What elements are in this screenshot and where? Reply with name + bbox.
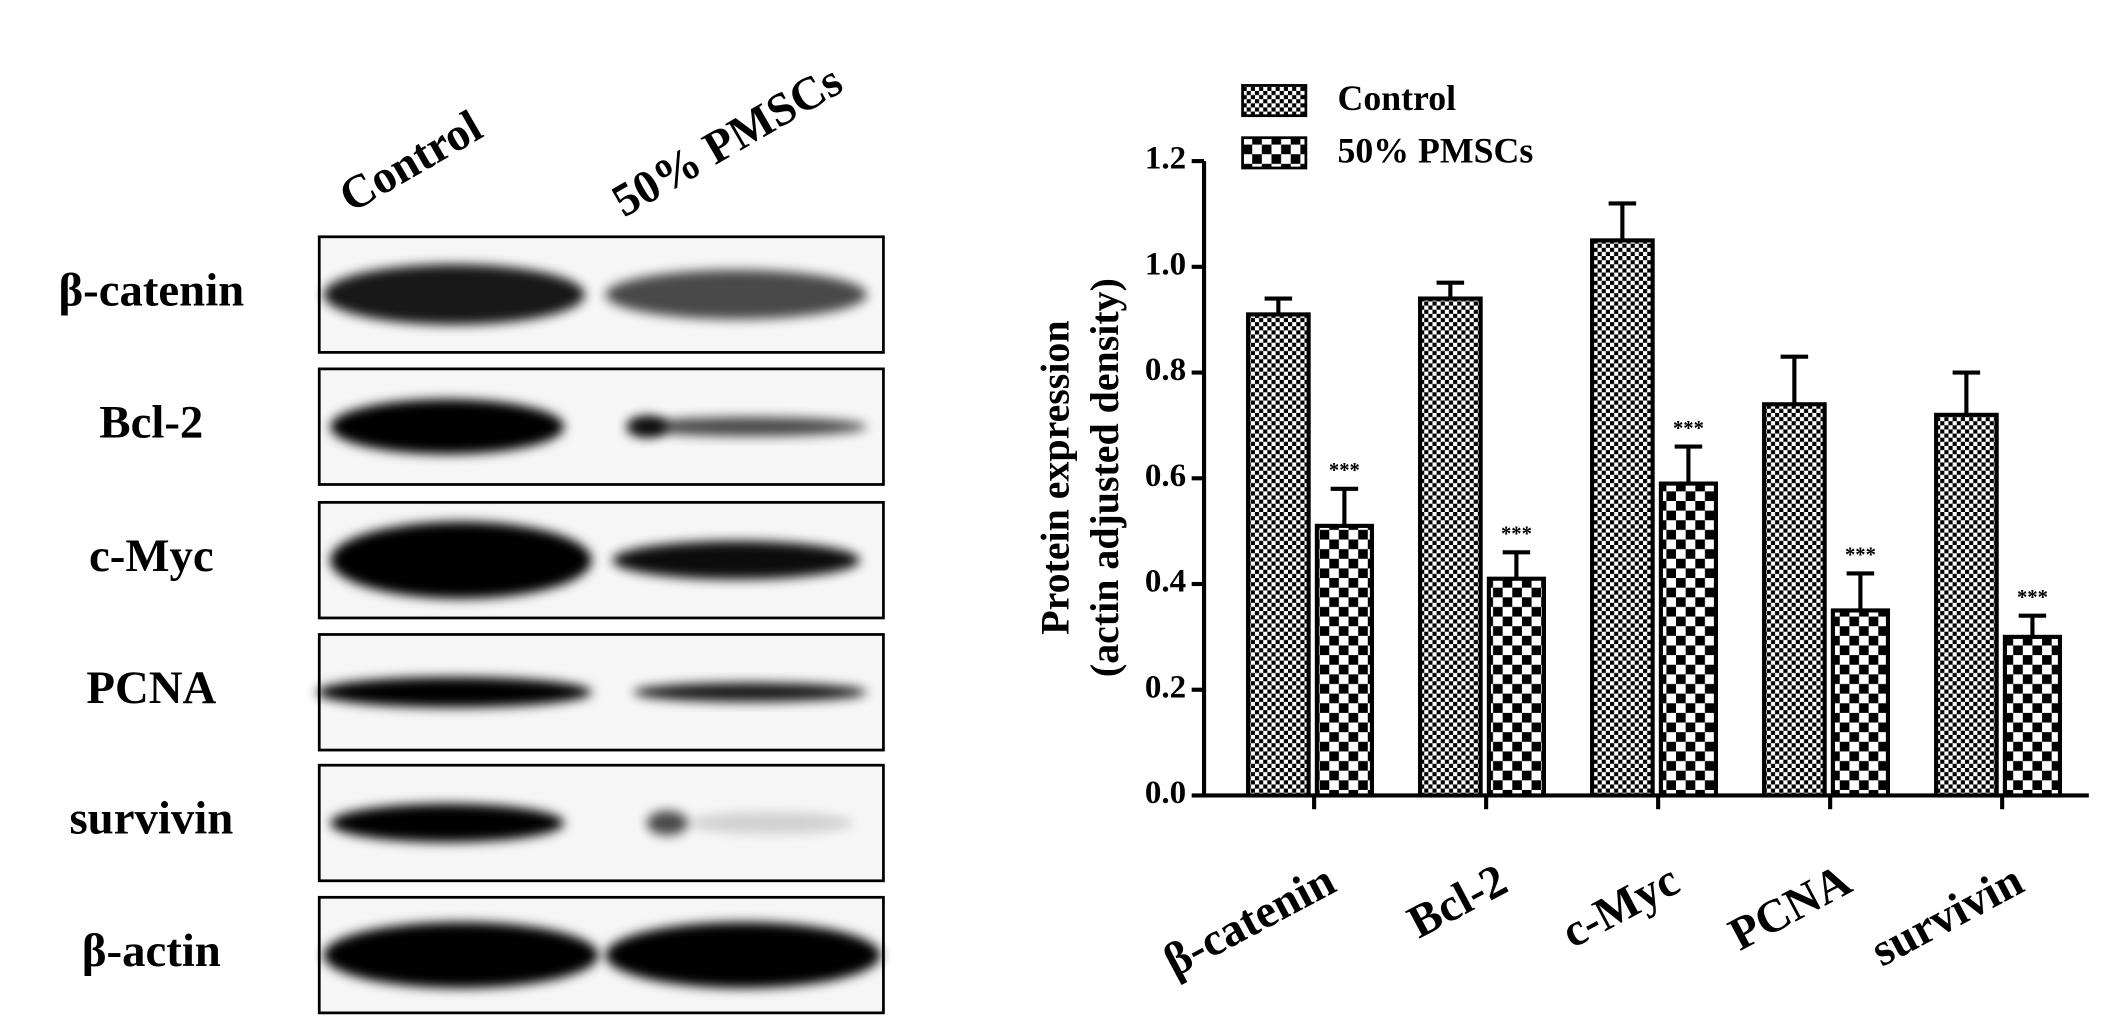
lane-label: 50% PMSCs — [603, 54, 851, 227]
significance-label: *** — [1845, 545, 1876, 567]
x-tick-label: PCNA — [1721, 854, 1860, 961]
blot-band — [330, 399, 565, 455]
x-tick-label: survivin — [1863, 854, 2032, 977]
significance-label: *** — [1673, 418, 1704, 440]
y-tick-label: 0.4 — [1145, 564, 1186, 600]
y-tick-label: 1.0 — [1145, 246, 1186, 282]
blot-band — [316, 677, 592, 708]
row-label: β-catenin — [59, 264, 245, 316]
blot-band — [330, 803, 565, 843]
bar — [1418, 296, 1483, 798]
x-tick-label: β-catenin — [1155, 854, 1343, 987]
row-label: c-Myc — [89, 530, 214, 582]
y-tick-label: 0.2 — [1145, 669, 1186, 705]
y-tick-label: 0.6 — [1145, 458, 1186, 494]
bar — [1934, 412, 1999, 798]
x-tick-label: Bcl-2 — [1399, 854, 1515, 949]
blot-band — [646, 810, 689, 836]
bar — [1658, 481, 1719, 798]
blot-band — [323, 922, 599, 989]
bar — [1762, 402, 1827, 798]
significance-label: *** — [1501, 524, 1532, 546]
significance-label: *** — [2017, 587, 2048, 609]
blot-band — [330, 521, 592, 599]
blot-band — [612, 540, 861, 580]
legend-label: 50% PMSCs — [1338, 130, 1534, 170]
blot-band — [605, 269, 867, 320]
row-label: survivin — [69, 793, 233, 845]
row-label: β-actin — [82, 925, 221, 977]
bar-chart: 0.0 0.2 0.4 0.6 0.8 1.0 1.2 Protein expression(… — [1033, 78, 2089, 987]
bar — [1314, 523, 1374, 798]
y-tick-label: 0.8 — [1145, 352, 1186, 388]
row-label: PCNA — [86, 662, 216, 714]
bar — [1246, 312, 1311, 798]
legend-swatch — [1241, 84, 1308, 118]
legend-label: Control — [1338, 78, 1457, 118]
y-tick-label: 1.2 — [1145, 141, 1186, 177]
significance-label: *** — [1329, 460, 1360, 482]
x-tick-label: c-Myc — [1553, 854, 1687, 958]
blot-band — [605, 922, 881, 989]
y-axis-label: Protein expression — [1033, 320, 1078, 634]
row-label: Bcl-2 — [99, 396, 203, 448]
blot-band — [323, 264, 585, 325]
bar — [1830, 608, 1891, 798]
lane-label: Control — [331, 100, 491, 223]
blot-band — [688, 811, 854, 834]
y-tick-label: 0.0 — [1145, 775, 1186, 811]
bar — [1590, 238, 1655, 798]
y-axis-label: (actin adjusted density) — [1082, 278, 1127, 677]
bar — [2002, 634, 2063, 798]
blot-band — [632, 417, 867, 437]
blot-band — [632, 682, 867, 702]
western-blot: Control 50% PMSCs β-catenin Bcl-2 c-Myc PCNA s… — [59, 54, 885, 1015]
legend-swatch — [1241, 136, 1308, 170]
bar — [1486, 576, 1546, 798]
